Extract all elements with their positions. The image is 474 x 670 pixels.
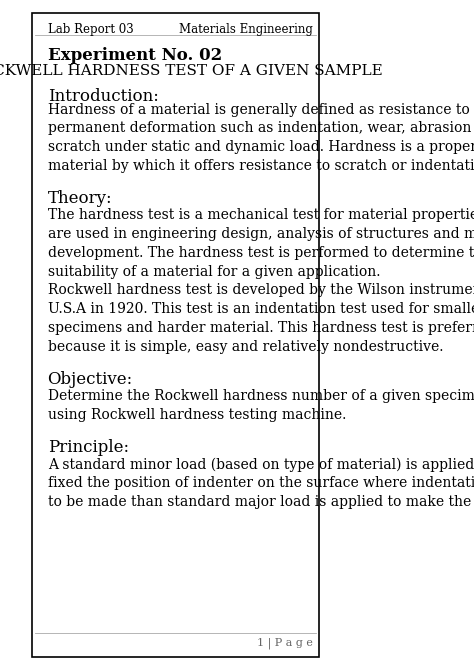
Text: Lab Report 03: Lab Report 03 (47, 23, 133, 36)
Text: fixed the position of indenter on the surface where indentation has: fixed the position of indenter on the su… (47, 476, 474, 490)
Text: Hardness of a material is generally defined as resistance to the: Hardness of a material is generally defi… (47, 103, 474, 117)
Text: because it is simple, easy and relatively nondestructive.: because it is simple, easy and relativel… (47, 340, 443, 354)
Text: Experiment No. 02: Experiment No. 02 (47, 47, 222, 64)
Text: Objective:: Objective: (47, 371, 133, 387)
Text: material by which it offers resistance to scratch or indentation.: material by which it offers resistance t… (47, 159, 474, 173)
Text: ROCKWELL HARDNESS TEST OF A GIVEN SAMPLE: ROCKWELL HARDNESS TEST OF A GIVEN SAMPLE (0, 64, 383, 78)
Text: Rockwell hardness test is developed by the Wilson instrument co: Rockwell hardness test is developed by t… (47, 283, 474, 297)
Text: Theory:: Theory: (47, 190, 112, 206)
Text: A standard minor load (based on type of material) is applied first to: A standard minor load (based on type of … (47, 458, 474, 472)
Text: The hardness test is a mechanical test for material properties which: The hardness test is a mechanical test f… (47, 208, 474, 222)
Text: Materials Engineering: Materials Engineering (179, 23, 313, 36)
Text: permanent deformation such as indentation, wear, abrasion and: permanent deformation such as indentatio… (47, 121, 474, 135)
Text: are used in engineering design, analysis of structures and material: are used in engineering design, analysis… (47, 227, 474, 241)
Text: Introduction:: Introduction: (47, 88, 158, 105)
Text: U.S.A in 1920. This test is an indentation test used for smaller: U.S.A in 1920. This test is an indentati… (47, 302, 474, 316)
Text: Determine the Rockwell hardness number of a given specimen: Determine the Rockwell hardness number o… (47, 389, 474, 403)
Text: development. The hardness test is performed to determine the: development. The hardness test is perfor… (47, 246, 474, 260)
Text: 1 | P a g e: 1 | P a g e (257, 638, 313, 649)
Text: Principle:: Principle: (47, 439, 129, 456)
Text: to be made than standard major load is applied to make the: to be made than standard major load is a… (47, 495, 471, 509)
Text: scratch under static and dynamic load. Hardness is a property of a: scratch under static and dynamic load. H… (47, 140, 474, 154)
Text: specimens and harder material. This hardness test is preferred: specimens and harder material. This hard… (47, 321, 474, 335)
Text: using Rockwell hardness testing machine.: using Rockwell hardness testing machine. (47, 408, 346, 422)
Text: suitability of a material for a given application.: suitability of a material for a given ap… (47, 265, 380, 279)
